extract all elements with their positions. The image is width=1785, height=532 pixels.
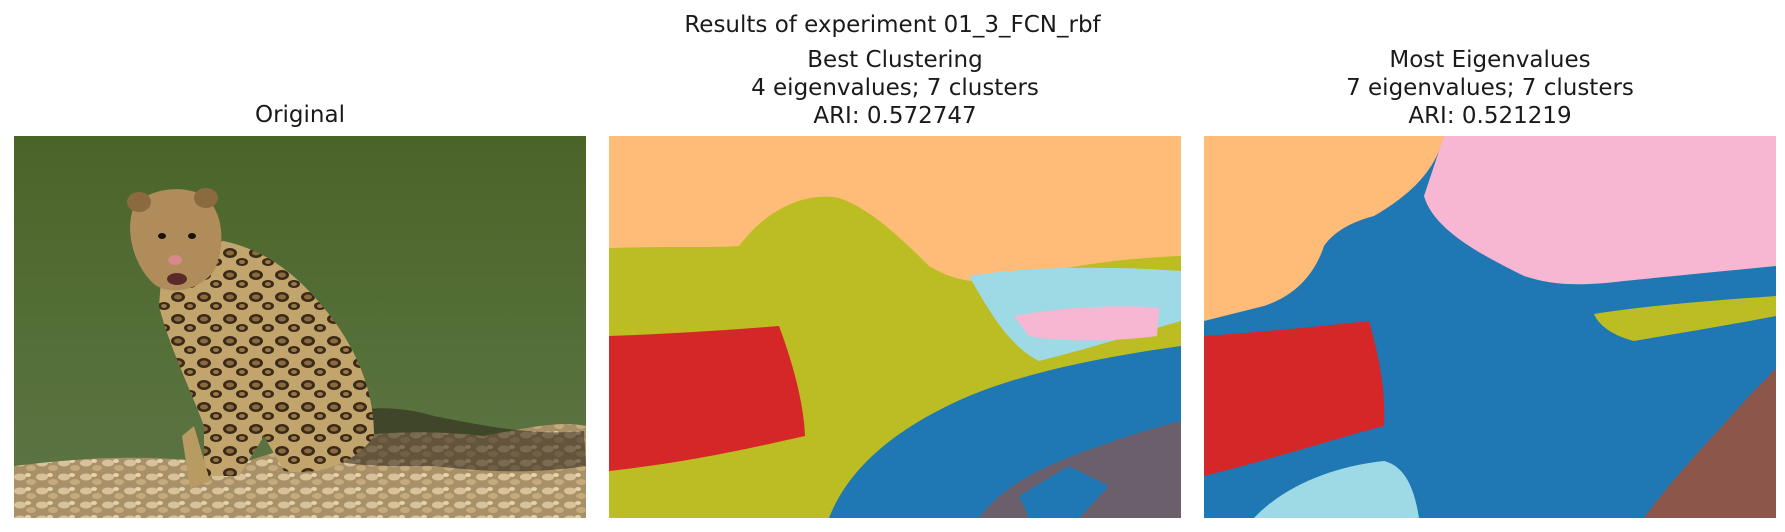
leopard-eye-right (188, 233, 196, 239)
cluster-red-region (609, 326, 805, 471)
panel-most-title: Most Eigenvalues 7 eigenvalues; 7 cluste… (1204, 46, 1776, 130)
panel-most-title-line-3: ARI: 0.521219 (1408, 103, 1572, 129)
panel-original-title-line: Original (254, 102, 345, 128)
panel-most-title-line-1: Most Eigenvalues (1389, 47, 1591, 73)
panel-best-title-line-3: ARI: 0.572747 (813, 103, 977, 129)
panel-most-title-line-2: 7 eigenvalues; 7 clusters (1346, 75, 1634, 101)
cluster-pink-region (1424, 136, 1776, 285)
most-eigenvalues-segmentation (1204, 136, 1776, 518)
original-photo (14, 136, 586, 518)
cluster-orange-region (609, 136, 1181, 282)
leopard-tail (314, 408, 586, 472)
cluster-brown-region (1644, 368, 1776, 518)
leopard-mouth (167, 273, 187, 285)
leopard-front-leg (182, 426, 210, 488)
cluster-red-region (1204, 321, 1385, 476)
figure-suptitle: Results of experiment 01_3_FCN_rbf (684, 12, 1101, 38)
original-image-panel (14, 136, 586, 518)
cluster-blue-patch (1019, 466, 1109, 518)
cluster-pink-region (1014, 306, 1159, 341)
leopard-eye-left (158, 233, 166, 239)
leopard-ear-left (127, 192, 151, 212)
cluster-olive-region (1594, 296, 1776, 341)
cluster-orange-region (1204, 136, 1444, 321)
leopard-head (130, 189, 222, 291)
best-clustering-segmentation (609, 136, 1181, 518)
panel-best-title-line-2: 4 eigenvalues; 7 clusters (751, 75, 1039, 101)
panel-original-title: Original (14, 101, 586, 129)
cluster-lightblue-region (1254, 461, 1419, 518)
leopard-nose (168, 255, 182, 265)
leopard-body (159, 238, 374, 476)
panel-best-title-line-1: Best Clustering (807, 47, 983, 73)
panel-best-title: Best Clustering 4 eigenvalues; 7 cluster… (609, 46, 1181, 130)
best-clustering-panel (609, 136, 1181, 518)
leopard-ear-right (194, 188, 218, 208)
most-eigenvalues-panel (1204, 136, 1776, 518)
